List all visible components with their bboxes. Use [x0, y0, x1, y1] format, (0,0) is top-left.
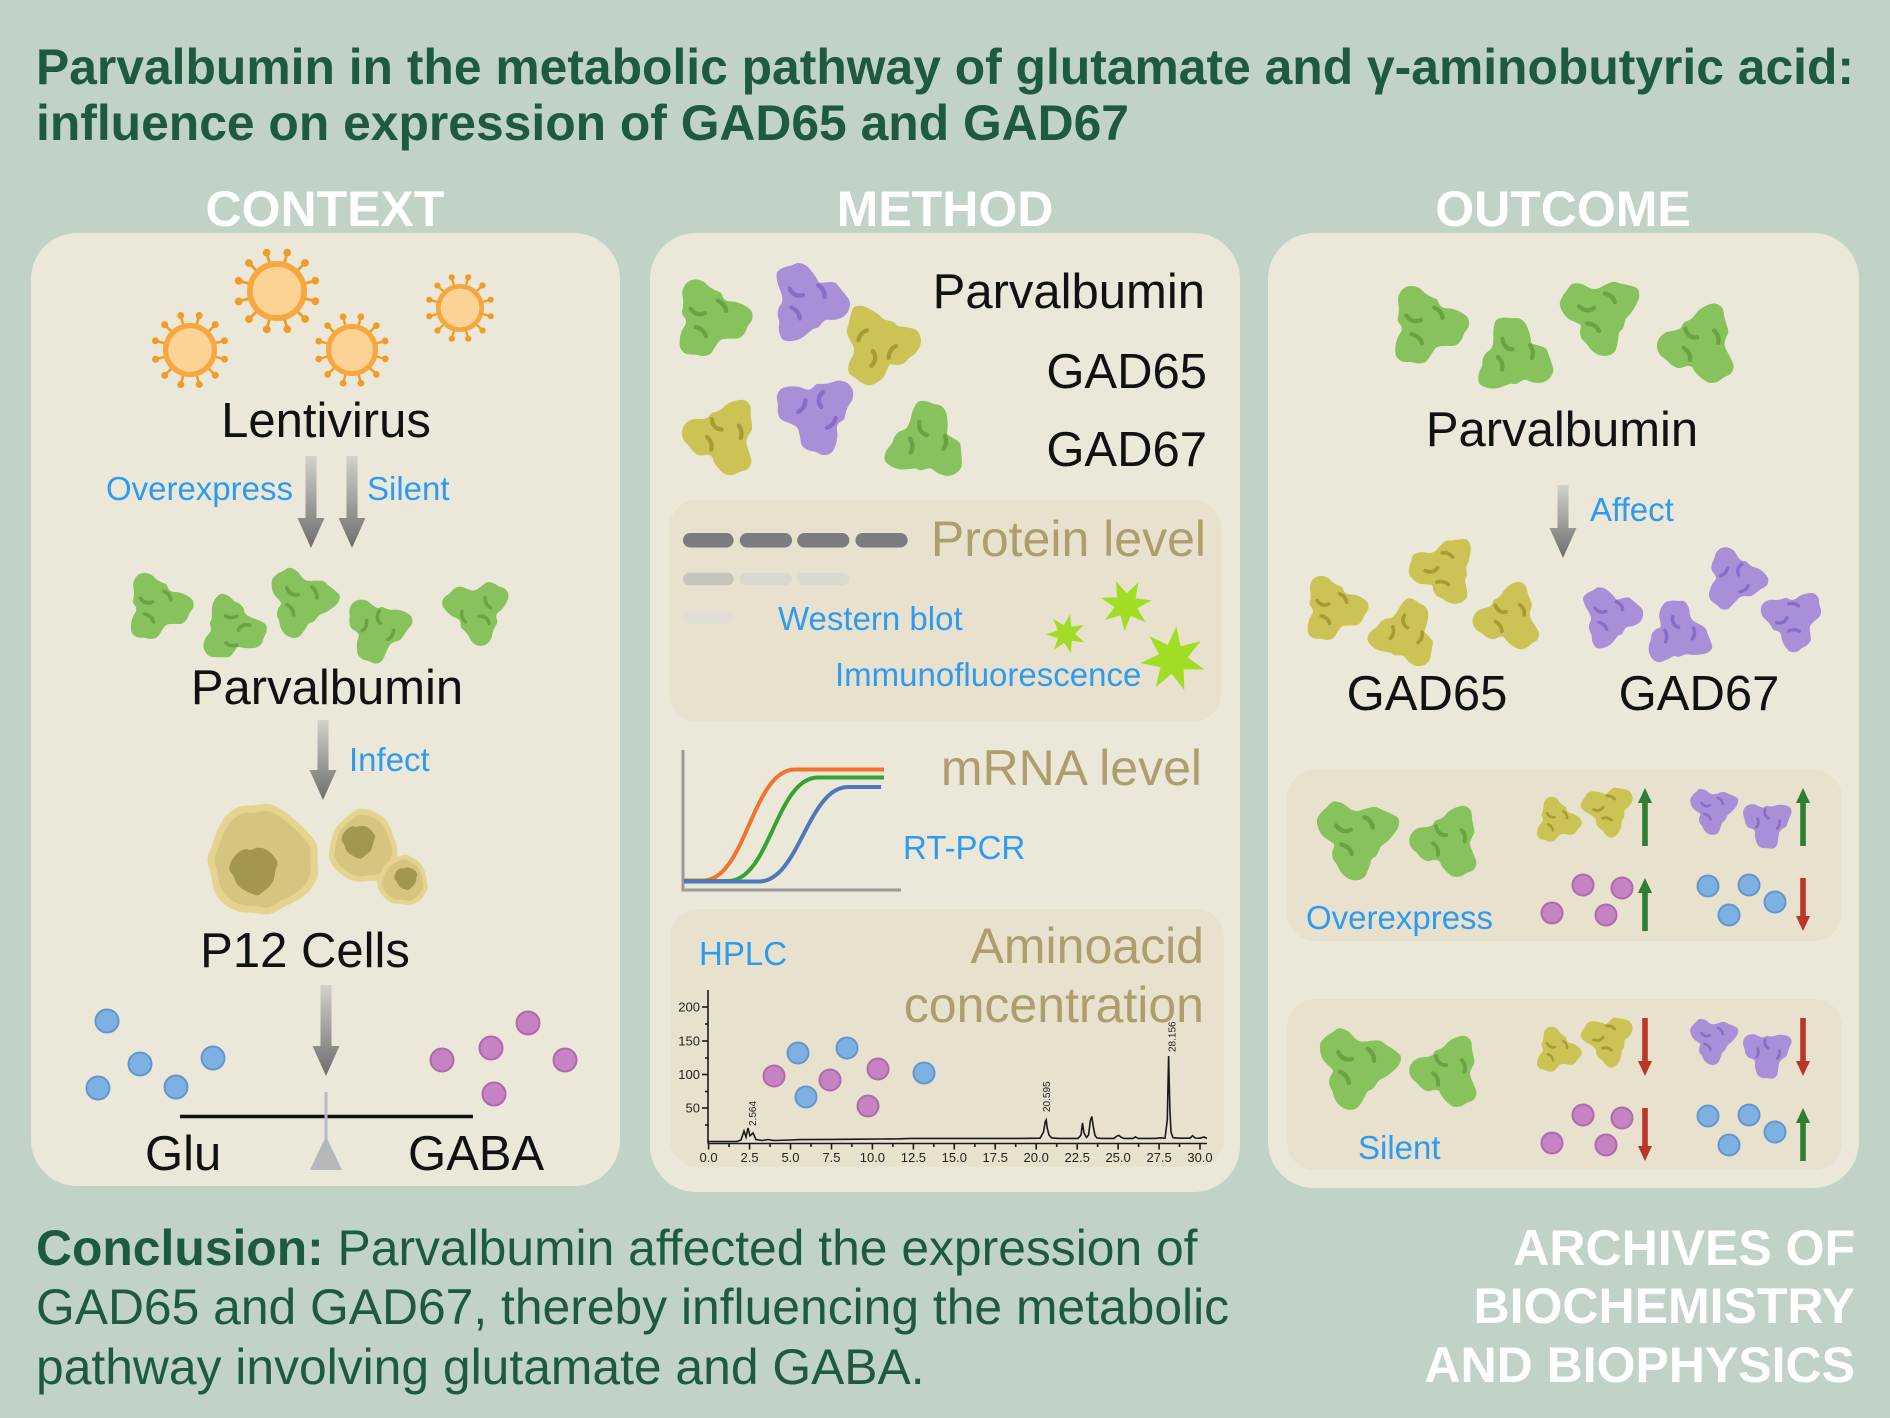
svg-text:0.0: 0.0: [700, 1150, 718, 1165]
svg-text:Affect: Affect: [1590, 491, 1674, 528]
svg-text:Lentivirus: Lentivirus: [221, 394, 431, 448]
svg-text:Conclusion: Parvalbumin affect: Conclusion: Parvalbumin affected the exp…: [36, 1220, 1198, 1276]
svg-text:100: 100: [678, 1067, 700, 1082]
svg-text:GAD65 and GAD67, thereby influ: GAD65 and GAD67, thereby influencing the…: [36, 1279, 1229, 1335]
svg-text:Parvalbumin in the metabolic p: Parvalbumin in the metabolic pathway of …: [36, 39, 1854, 95]
svg-text:Infect: Infect: [349, 741, 430, 778]
svg-text:HPLC: HPLC: [699, 935, 787, 972]
svg-text:Immunofluorescence: Immunofluorescence: [835, 656, 1141, 693]
svg-text:25.0: 25.0: [1105, 1150, 1130, 1165]
svg-text:Parvalbumin: Parvalbumin: [1426, 403, 1698, 457]
svg-text:mRNA level: mRNA level: [941, 740, 1202, 796]
svg-text:BIOCHEMISTRY: BIOCHEMISTRY: [1474, 1278, 1856, 1334]
svg-text:Glu: Glu: [145, 1127, 221, 1181]
svg-text:Protein level: Protein level: [931, 511, 1206, 567]
svg-text:Silent: Silent: [1358, 1129, 1441, 1166]
svg-text:12.5: 12.5: [901, 1150, 926, 1165]
svg-text:METHOD: METHOD: [837, 181, 1054, 237]
svg-text:Aminoacid: Aminoacid: [971, 918, 1204, 974]
svg-text:15.0: 15.0: [942, 1150, 967, 1165]
svg-text:17.5: 17.5: [983, 1150, 1008, 1165]
svg-text:200: 200: [678, 1000, 700, 1015]
svg-text:GAD67: GAD67: [1046, 423, 1207, 477]
svg-text:Overexpress: Overexpress: [1306, 899, 1493, 936]
svg-text:GAD65: GAD65: [1347, 667, 1508, 721]
svg-text:22.5: 22.5: [1065, 1150, 1090, 1165]
svg-text:AND BIOPHYSICS: AND BIOPHYSICS: [1424, 1337, 1855, 1393]
svg-text:Western blot: Western blot: [778, 600, 963, 637]
svg-text:P12 Cells: P12 Cells: [200, 924, 410, 978]
svg-text:30.0: 30.0: [1187, 1150, 1212, 1165]
svg-text:Parvalbumin: Parvalbumin: [191, 661, 463, 715]
svg-text:Silent: Silent: [367, 470, 450, 507]
svg-text:pathway involving glutamate an: pathway involving glutamate and GABA.: [36, 1339, 925, 1395]
svg-text:Parvalbumin: Parvalbumin: [933, 265, 1205, 319]
svg-text:concentration: concentration: [904, 977, 1204, 1033]
svg-text:influence on expression of GAD: influence on expression of GAD65 and GAD…: [36, 95, 1129, 151]
svg-text:Overexpress: Overexpress: [106, 470, 293, 507]
svg-text:ARCHIVES OF: ARCHIVES OF: [1513, 1220, 1855, 1276]
svg-text:10.0: 10.0: [860, 1150, 885, 1165]
svg-text:RT-PCR: RT-PCR: [903, 829, 1025, 866]
svg-text:50: 50: [686, 1101, 700, 1116]
svg-text:2.564: 2.564: [748, 1101, 759, 1126]
svg-text:GAD67: GAD67: [1619, 667, 1780, 721]
svg-text:20.0: 20.0: [1024, 1150, 1049, 1165]
svg-text:CONTEXT: CONTEXT: [206, 181, 445, 237]
svg-text:150: 150: [678, 1034, 700, 1049]
svg-text:20.595: 20.595: [1042, 1081, 1053, 1112]
svg-text:27.5: 27.5: [1146, 1150, 1171, 1165]
svg-text:2.5: 2.5: [741, 1150, 759, 1165]
svg-text:OUTCOME: OUTCOME: [1435, 181, 1691, 237]
svg-text:GABA: GABA: [408, 1127, 544, 1181]
svg-text:28.156: 28.156: [1168, 1021, 1179, 1052]
svg-text:5.0: 5.0: [781, 1150, 799, 1165]
svg-text:GAD65: GAD65: [1046, 345, 1207, 399]
svg-text:7.5: 7.5: [822, 1150, 840, 1165]
